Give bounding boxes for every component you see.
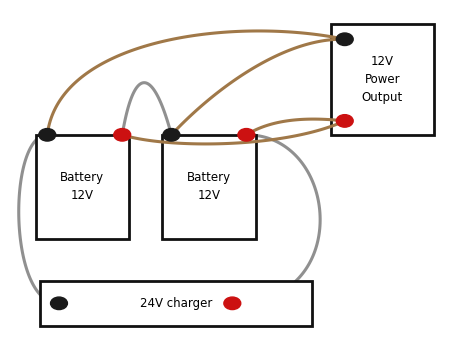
Bar	[36, 135, 129, 239]
Circle shape	[163, 128, 180, 141]
Bar	[331, 24, 434, 135]
Circle shape	[51, 297, 67, 310]
Circle shape	[39, 128, 56, 141]
Text: 12V
Power
Output: 12V Power Output	[362, 55, 403, 104]
Text: 24V charger: 24V charger	[140, 297, 212, 310]
Bar	[40, 281, 312, 326]
Circle shape	[238, 128, 255, 141]
Circle shape	[337, 33, 353, 46]
Text: Battery
12V: Battery 12V	[60, 172, 104, 202]
Bar	[162, 135, 256, 239]
Circle shape	[337, 115, 353, 127]
Circle shape	[114, 128, 131, 141]
Text: Battery
12V: Battery 12V	[187, 172, 231, 202]
Circle shape	[224, 297, 241, 310]
